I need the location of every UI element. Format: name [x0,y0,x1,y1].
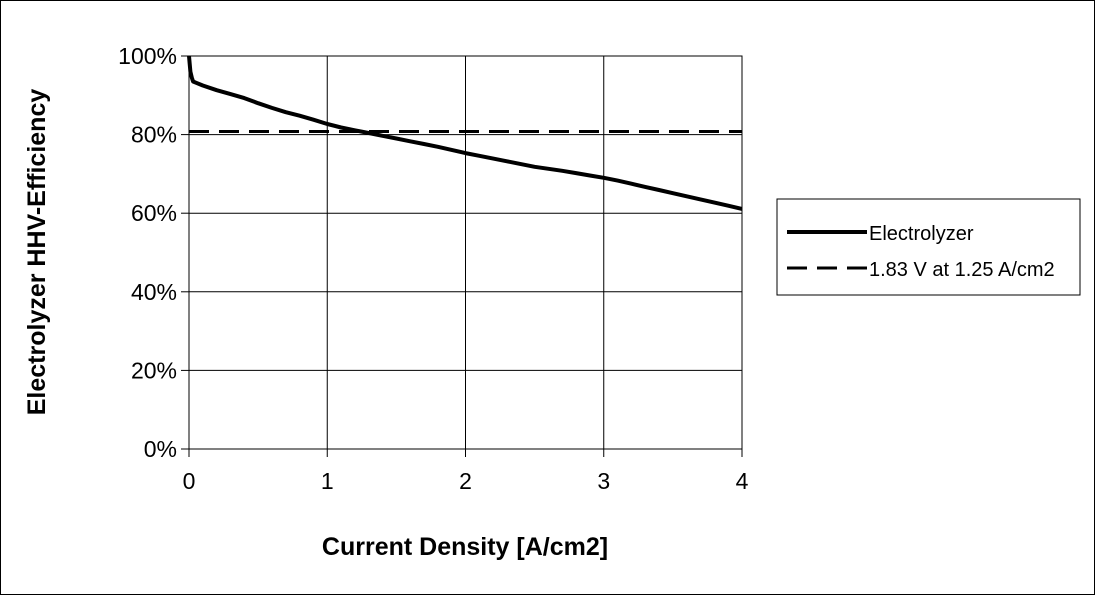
x-tick-label: 1 [321,468,334,494]
x-tick-label: 2 [459,468,472,494]
y-tick-label: 100% [118,43,177,69]
x-tick-label: 0 [183,468,196,494]
legend-label-reference: 1.83 V at 1.25 A/cm2 [869,259,1055,281]
series-layer [187,55,743,211]
y-axis-label: Electrolyzer HHV-Efficiency [23,89,51,416]
x-tick-label: 4 [736,468,749,494]
y-tick-label: 80% [131,122,177,148]
y-tick-label: 40% [131,279,177,305]
x-tick-label: 3 [597,468,610,494]
series-line-electrolyzer [187,55,743,211]
x-axis-label: Current Density [A/cm2] [322,533,608,561]
y-tick-label: 0% [144,436,177,462]
legend-label-electrolyzer: Electrolyzer [869,223,974,245]
legend: Electrolyzer 1.83 V at 1.25 A/cm2 [776,198,1081,296]
y-tick-label: 20% [131,357,177,383]
y-tick-label: 60% [131,200,177,226]
legend-box [776,198,1081,296]
tick-labels: 0% 20% 40% 60% 80% 100% 0 1 2 3 4 [118,43,748,494]
